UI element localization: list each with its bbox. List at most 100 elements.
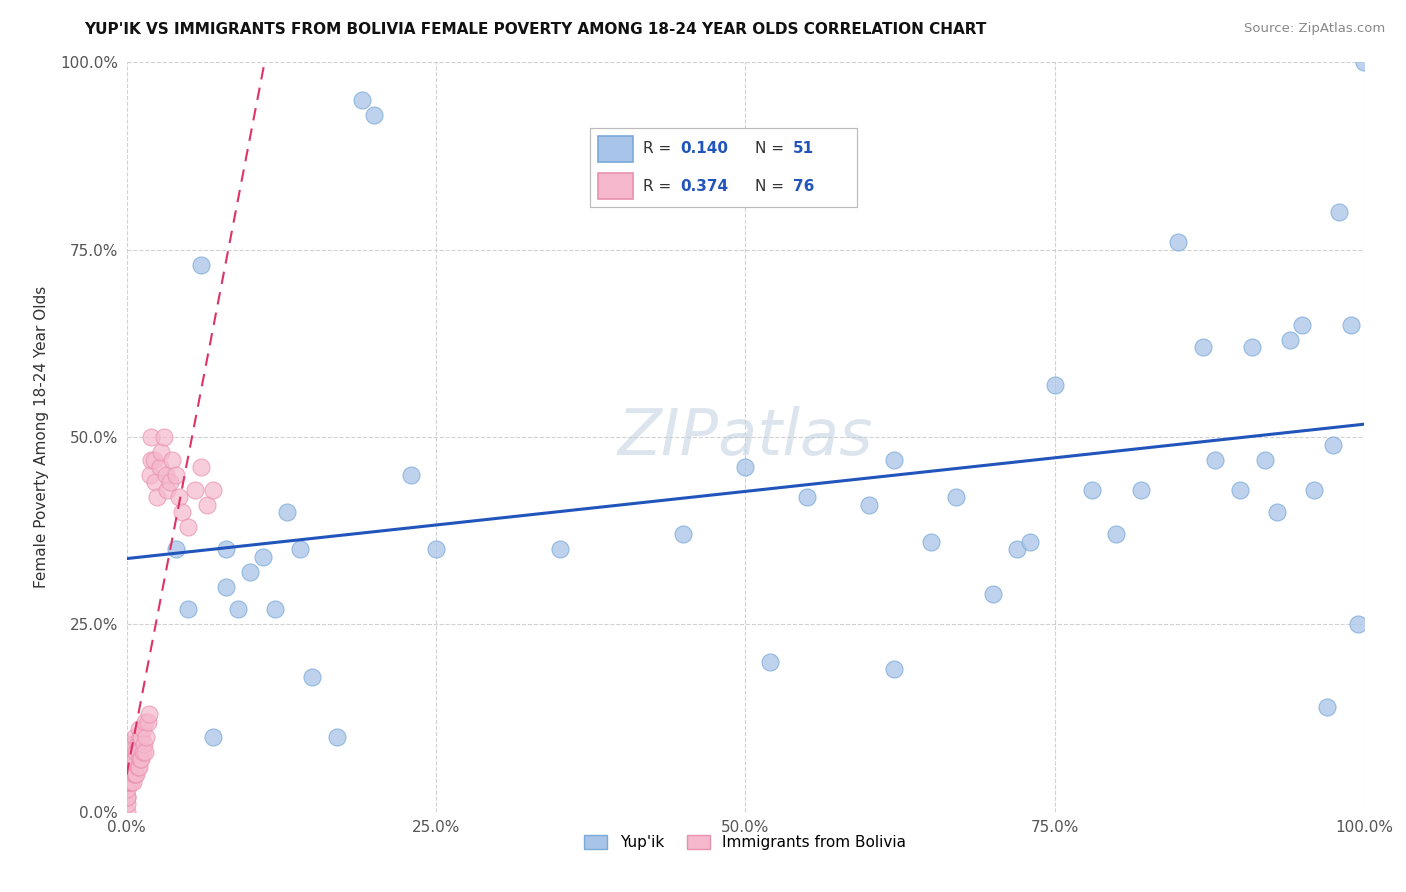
Point: [1167, 235, 1189, 250]
Point: [124, 752, 146, 766]
Point: [131, 752, 153, 766]
Point: [115, 774, 138, 789]
Point: [121, 774, 143, 789]
Point: [115, 745, 138, 759]
Point: [1278, 333, 1301, 347]
Point: [127, 737, 149, 751]
Point: [129, 752, 152, 766]
Point: [1204, 452, 1226, 467]
Point: [134, 714, 156, 729]
Text: Source: ZipAtlas.com: Source: ZipAtlas.com: [1244, 22, 1385, 36]
Point: [115, 782, 138, 797]
Point: [326, 730, 349, 744]
Text: R =: R =: [643, 142, 676, 156]
Point: [1353, 55, 1375, 70]
Point: [981, 587, 1004, 601]
Point: [121, 745, 143, 759]
Point: [883, 452, 905, 467]
Point: [883, 662, 905, 676]
Point: [146, 490, 169, 504]
Point: [156, 483, 179, 497]
Point: [115, 760, 138, 774]
Point: [117, 767, 139, 781]
Point: [350, 93, 373, 107]
Point: [172, 505, 194, 519]
Point: [1229, 483, 1251, 497]
Point: [128, 723, 150, 737]
Point: [124, 767, 146, 781]
Point: [1316, 699, 1339, 714]
Point: [115, 752, 138, 766]
Text: ZIPatlas: ZIPatlas: [617, 406, 873, 468]
Point: [796, 490, 818, 504]
Point: [139, 467, 162, 482]
Point: [115, 774, 138, 789]
Point: [129, 730, 152, 744]
Point: [177, 602, 200, 616]
Point: [759, 655, 782, 669]
Y-axis label: Female Poverty Among 18-24 Year Olds: Female Poverty Among 18-24 Year Olds: [34, 286, 49, 588]
Point: [115, 789, 138, 804]
Point: [1254, 452, 1277, 467]
Text: N =: N =: [755, 142, 789, 156]
Point: [152, 430, 174, 444]
Point: [128, 760, 150, 774]
Point: [120, 752, 142, 766]
Point: [121, 774, 143, 789]
Point: [1303, 483, 1326, 497]
Point: [399, 467, 422, 482]
Point: [115, 797, 138, 812]
Point: [131, 723, 153, 737]
Point: [121, 760, 143, 774]
Point: [136, 714, 159, 729]
Point: [125, 767, 148, 781]
Text: YUP'IK VS IMMIGRANTS FROM BOLIVIA FEMALE POVERTY AMONG 18-24 YEAR OLDS CORRELATI: YUP'IK VS IMMIGRANTS FROM BOLIVIA FEMALE…: [84, 22, 987, 37]
Point: [1340, 318, 1362, 332]
Point: [214, 580, 236, 594]
Point: [122, 737, 145, 751]
Legend: Yup'ik, Immigrants from Bolivia: Yup'ik, Immigrants from Bolivia: [578, 830, 912, 856]
Point: [159, 475, 181, 489]
Point: [135, 730, 157, 744]
Point: [1327, 205, 1350, 219]
Point: [165, 542, 187, 557]
Point: [1105, 527, 1128, 541]
Point: [734, 460, 756, 475]
Point: [301, 670, 323, 684]
Point: [226, 602, 249, 616]
Point: [252, 549, 274, 564]
Point: [120, 767, 142, 781]
Point: [1080, 483, 1102, 497]
Point: [202, 730, 225, 744]
Point: [920, 535, 942, 549]
Point: [115, 767, 138, 781]
Point: [127, 760, 149, 774]
Point: [1192, 340, 1215, 354]
Point: [1043, 377, 1066, 392]
FancyBboxPatch shape: [598, 136, 633, 161]
Point: [122, 752, 145, 766]
Text: 0.140: 0.140: [681, 142, 728, 156]
Point: [190, 460, 212, 475]
Point: [183, 483, 205, 497]
Point: [120, 774, 142, 789]
Point: [115, 805, 138, 819]
Point: [190, 258, 212, 272]
Text: 51: 51: [793, 142, 814, 156]
Text: 0.374: 0.374: [681, 178, 728, 194]
Point: [177, 520, 200, 534]
Point: [150, 445, 173, 459]
Point: [264, 602, 287, 616]
Point: [239, 565, 262, 579]
Point: [363, 108, 385, 122]
Point: [1241, 340, 1264, 354]
Point: [125, 745, 148, 759]
Point: [131, 730, 153, 744]
Point: [1347, 617, 1369, 632]
Point: [118, 752, 141, 766]
Point: [202, 483, 225, 497]
FancyBboxPatch shape: [598, 173, 633, 199]
Point: [138, 707, 160, 722]
Point: [1018, 535, 1040, 549]
Point: [124, 730, 146, 744]
